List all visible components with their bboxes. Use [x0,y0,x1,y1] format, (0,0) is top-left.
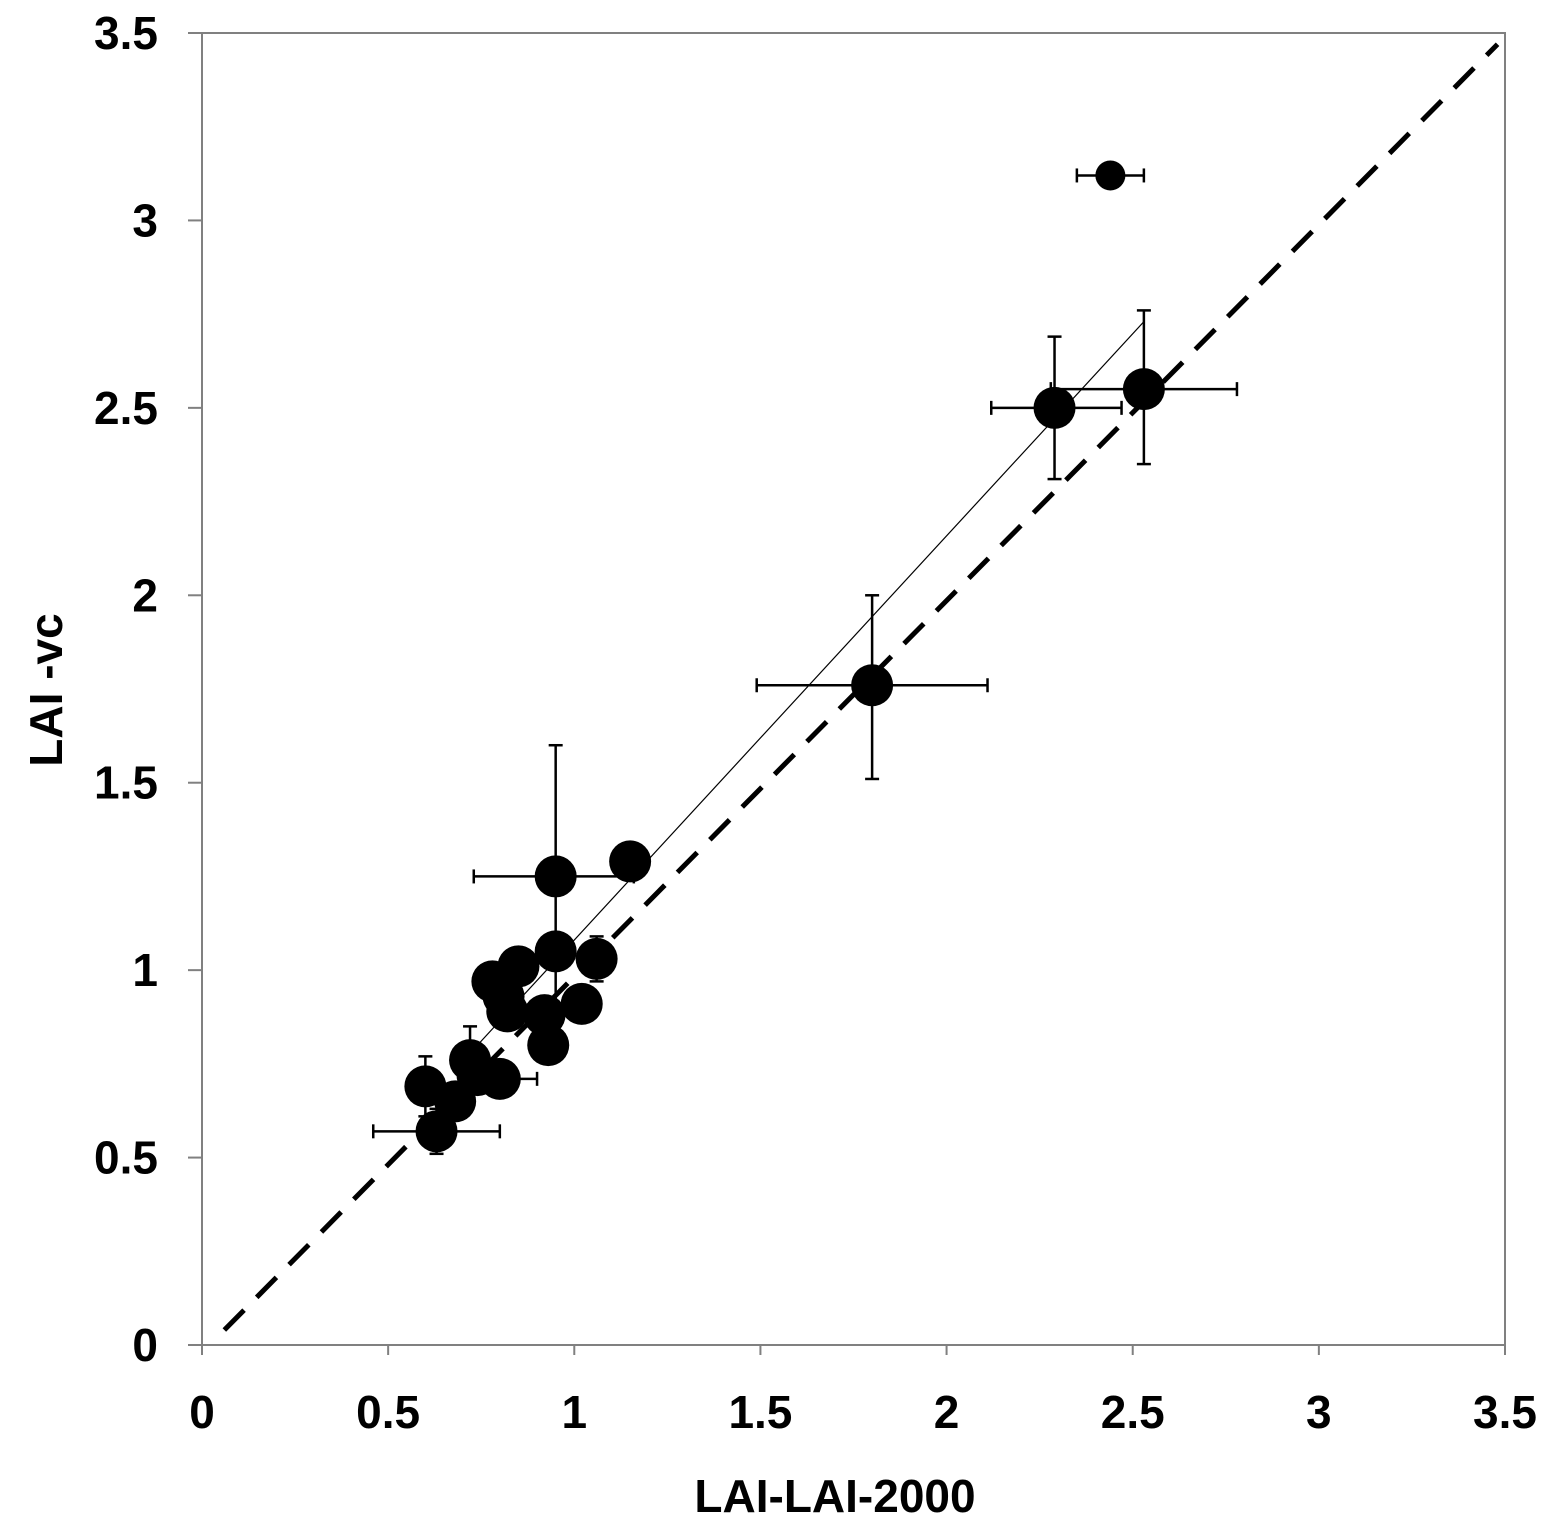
data-points [404,160,1165,1153]
data-point [851,664,894,707]
data-point [497,945,540,988]
y-axis-title: LAI -vc [20,613,72,766]
data-point [1033,386,1076,429]
y-tick-label: 1.5 [94,757,158,809]
x-tick-label: 0 [189,1386,215,1438]
data-point [609,840,652,883]
data-point [534,855,577,898]
data-point [1095,160,1126,191]
data-point [575,937,618,980]
x-tick-label: 0.5 [356,1386,420,1438]
x-tick-label: 2 [934,1386,960,1438]
x-tick-label: 1.5 [728,1386,792,1438]
x-tick-label: 3.5 [1473,1386,1537,1438]
data-point [527,1024,570,1067]
data-point [415,1110,458,1153]
y-tick-label: 3 [132,194,158,246]
y-axis-ticks: 0 0.5 1 1.5 2 2.5 3 3.5 [94,7,202,1371]
data-point [486,990,529,1033]
y-tick-label: 1 [132,944,158,996]
y-tick-label: 3.5 [94,7,158,59]
y-tick-label: 0 [132,1319,158,1371]
data-point [1122,368,1165,411]
y-tick-label: 2.5 [94,382,158,434]
y-tick-label: 2 [132,569,158,621]
x-tick-label: 2.5 [1101,1386,1165,1438]
y-tick-label: 0.5 [94,1132,158,1184]
data-point [478,1057,521,1100]
x-tick-label: 3 [1306,1386,1332,1438]
regression-line [477,321,1145,1046]
x-axis-ticks: 0 0.5 1 1.5 2 2.5 3 3.5 [189,1345,1537,1438]
data-point [560,982,603,1025]
data-point [534,930,577,973]
x-tick-label: 1 [561,1386,587,1438]
x-axis-title: LAI-LAI-2000 [694,1470,975,1522]
